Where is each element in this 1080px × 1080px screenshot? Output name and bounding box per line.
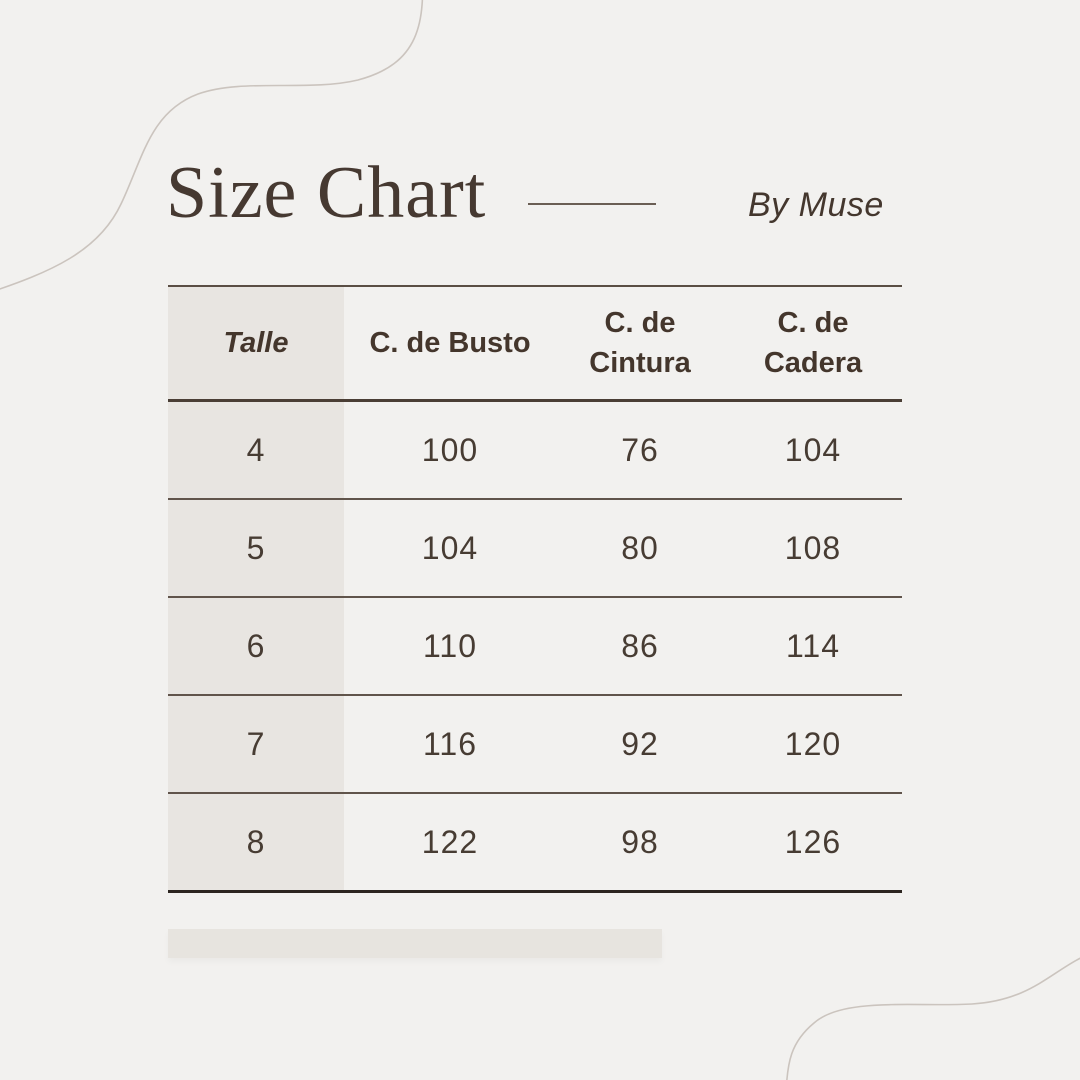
- table-row: 5 104 80 108: [168, 500, 902, 598]
- cell-cadera: 108: [784, 529, 842, 566]
- cell-cadera: 114: [785, 627, 840, 664]
- cell-talle: 4: [246, 431, 266, 468]
- cell-talle: 5: [246, 529, 266, 566]
- header-cell-cadera: C. de Cadera: [724, 303, 902, 383]
- top-left-curve: [0, 0, 424, 290]
- header-cell-cintura: C. de Cintura: [556, 303, 724, 383]
- table-row: 4 100 76 104: [168, 402, 902, 500]
- cell-busto: 116: [422, 725, 477, 762]
- cell-talle: 8: [246, 823, 266, 860]
- cell-cintura: 76: [621, 431, 659, 468]
- cell-cadera: 126: [784, 823, 842, 860]
- cell-cintura: 98: [621, 823, 659, 860]
- cell-cadera: 120: [784, 725, 842, 762]
- cell-busto: 104: [421, 529, 479, 566]
- cell-talle: 7: [246, 725, 266, 762]
- header-cell-busto: C. de Busto: [344, 323, 556, 363]
- cell-cintura: 92: [621, 725, 659, 762]
- size-table: Talle C. de Busto C. de Cintura C. de Ca…: [168, 285, 902, 893]
- cell-cintura: 80: [621, 529, 659, 566]
- cell-cadera: 104: [784, 431, 842, 468]
- byline: By Muse: [748, 186, 884, 224]
- table-row: 8 122 98 126: [168, 794, 902, 893]
- cell-cintura: 86: [621, 627, 659, 664]
- header-label: C. de Busto: [369, 326, 531, 359]
- header-label: Talle: [223, 326, 289, 359]
- header-cell-talle: Talle: [168, 323, 344, 363]
- cell-busto: 100: [421, 431, 479, 468]
- bottom-accent-bar: [168, 929, 662, 958]
- table-row: 6 110 86 114: [168, 598, 902, 696]
- page-title: Size Chart: [166, 152, 487, 234]
- table-header-row: Talle C. de Busto C. de Cintura C. de Ca…: [168, 287, 902, 402]
- cell-talle: 6: [246, 627, 266, 664]
- title-divider-line: [528, 203, 656, 205]
- cell-busto: 110: [422, 627, 477, 664]
- bottom-right-curve: [786, 957, 1080, 1080]
- table-row: 7 116 92 120: [168, 696, 902, 794]
- header-label: C. de Cintura: [589, 306, 691, 379]
- header-label: C. de Cadera: [763, 306, 863, 379]
- cell-busto: 122: [421, 823, 479, 860]
